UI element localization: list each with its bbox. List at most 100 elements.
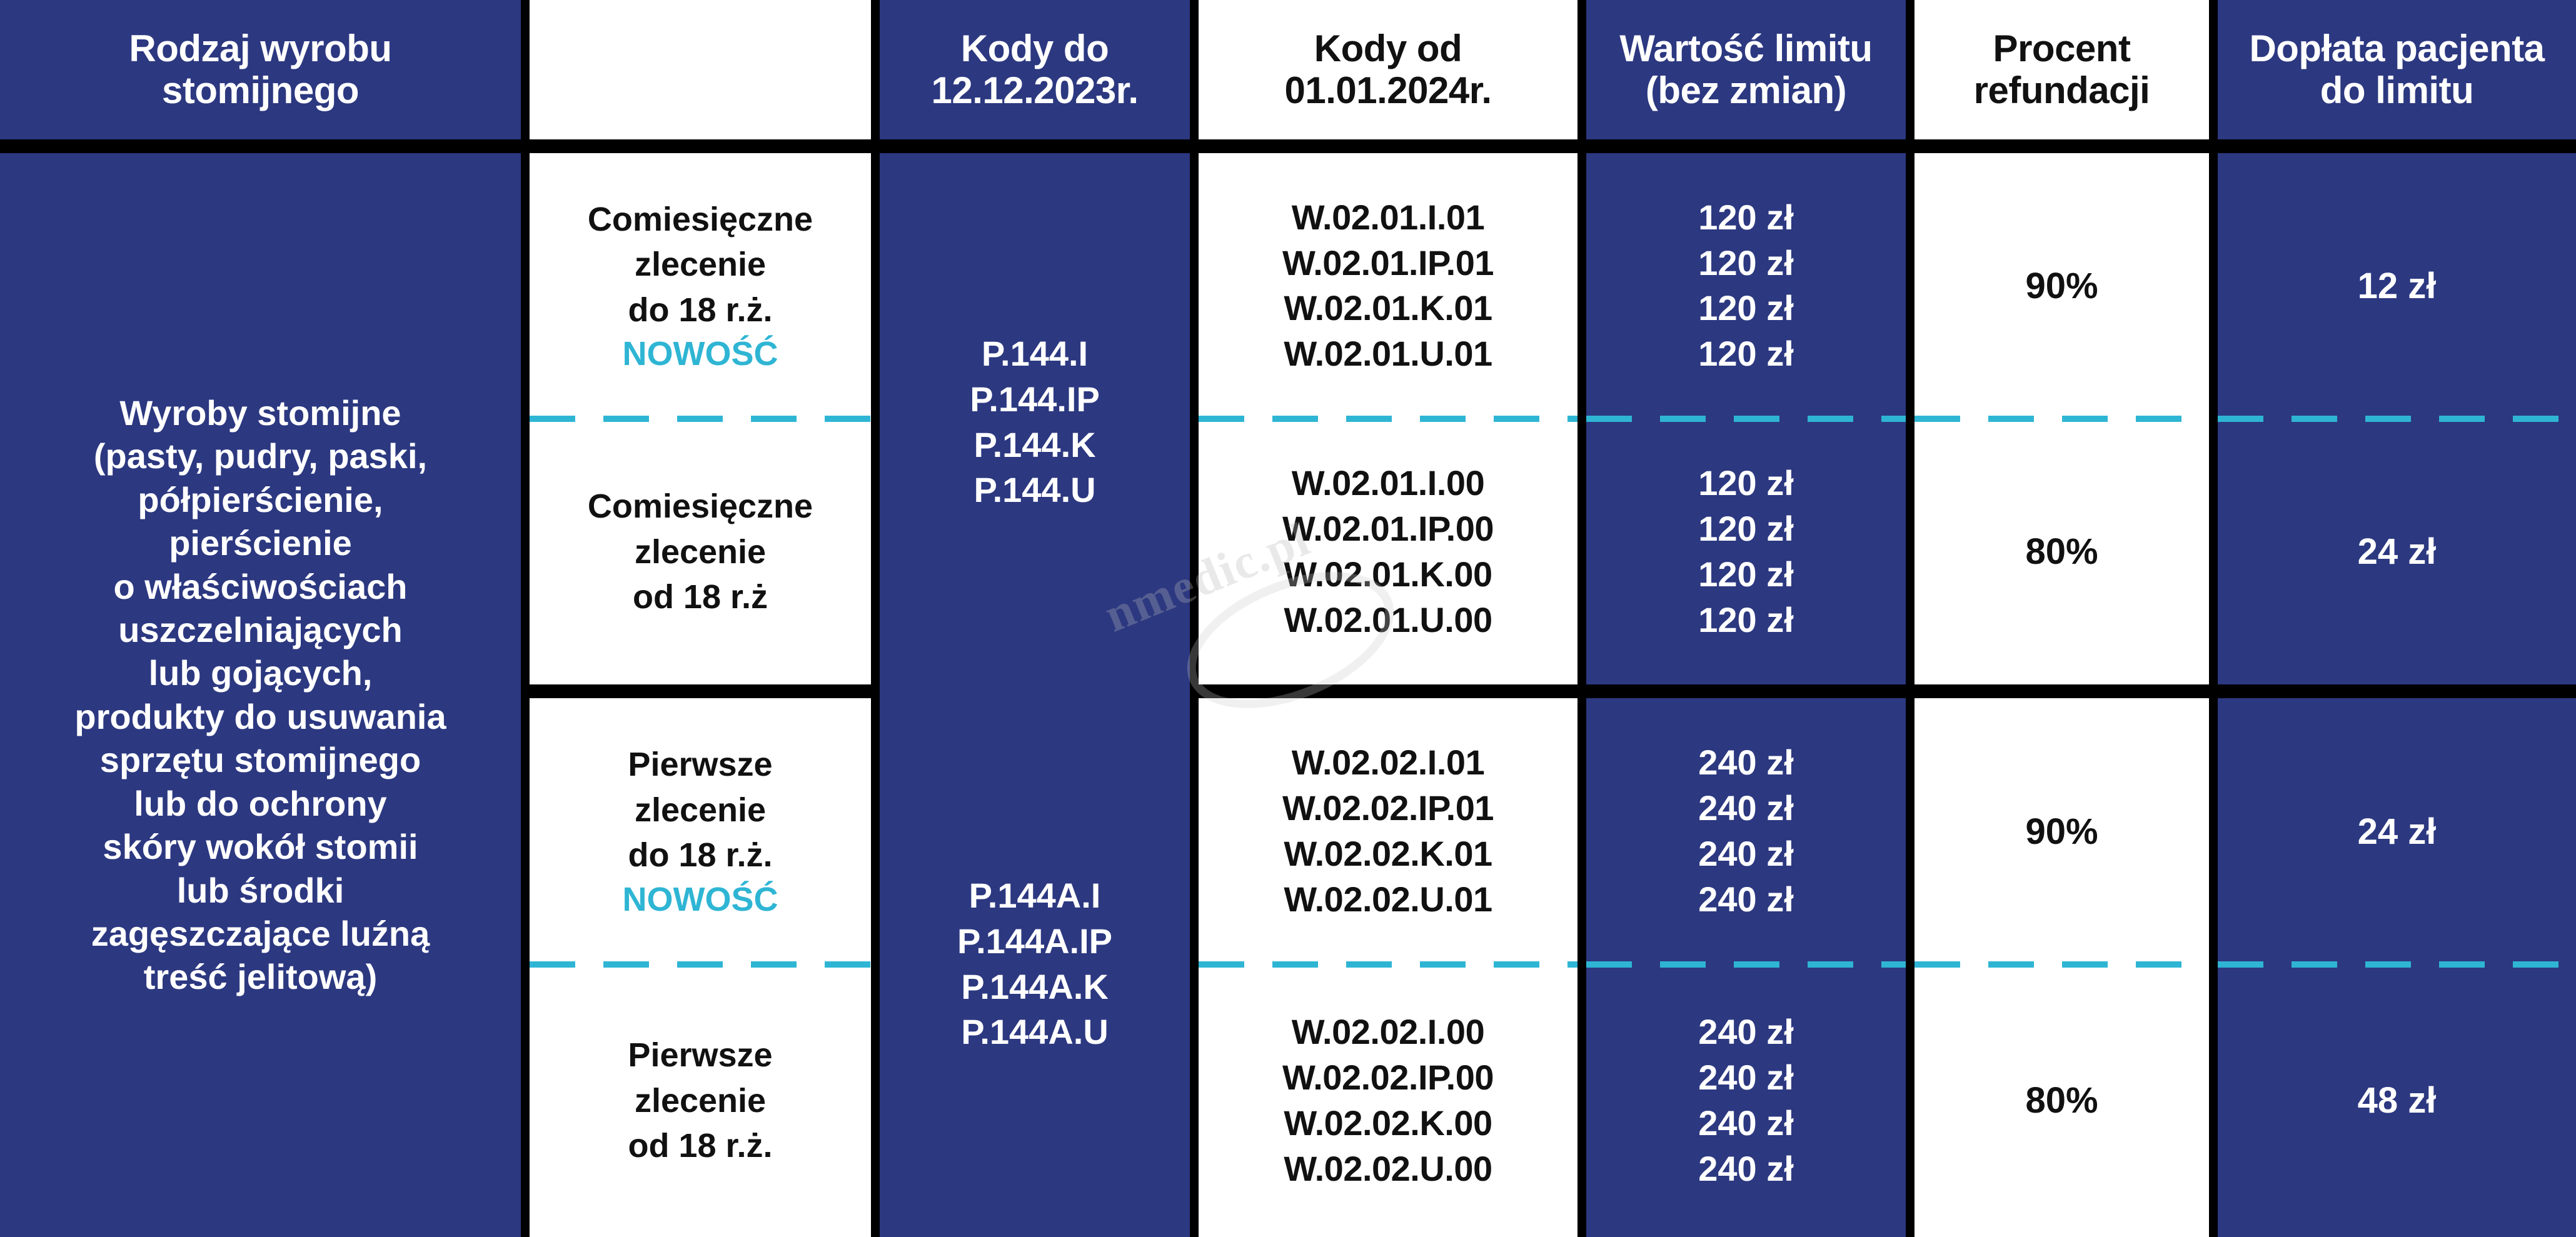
new-code: W.02.02.U.01	[1284, 879, 1492, 919]
order-line: do 18 r.ż.	[628, 836, 773, 874]
old-code: P.144A.K	[961, 966, 1109, 1006]
header-order-type	[525, 0, 880, 153]
new-code: W.02.01.IP.01	[1282, 243, 1494, 283]
header-codes-new: Kody od 01.01.2024r.	[1194, 0, 1586, 153]
header-product-type: Rodzaj wyrobu stomijnego	[0, 0, 530, 153]
limit-value: 240 zł	[1698, 788, 1794, 828]
order-line: Pierwsze	[628, 746, 773, 784]
header-line: Dopłata pacjenta	[2249, 28, 2545, 70]
cell-limit-value: 120 zł 120 zł 120 zł 120 zł	[1582, 146, 1914, 419]
order-line: do 18 r.ż.	[628, 291, 773, 329]
cell-patient-copay: 48 zł	[2213, 964, 2576, 1237]
limit-values-block: 120 zł 120 zł 120 zł 120 zł	[1586, 461, 1906, 643]
cell-product-description: Wyroby stomijne (pasty, pudry, paski, pó…	[0, 146, 530, 1237]
table-row: Pierwsze zlecenie od 18 r.ż. W.02.02.I.0…	[0, 964, 2576, 1237]
order-line: Pierwsze	[628, 1036, 773, 1074]
old-code: P.144A.IP	[957, 921, 1113, 961]
cell-old-codes: P.144A.I P.144A.IP P.144A.K P.144A.U	[875, 691, 1199, 1237]
old-code: P.144.I	[981, 333, 1089, 373]
cell-patient-copay: 24 zł	[2213, 691, 2576, 964]
order-type-block: Comiesięczne zlecenie od 18 r.ż	[530, 484, 871, 619]
old-code: P.144A.I	[969, 876, 1101, 916]
limit-value: 240 zł	[1698, 1103, 1794, 1143]
limit-value: 120 zł	[1698, 334, 1794, 374]
cell-order-type: Comiesięczne zlecenie do 18 r.ż. NOWOŚĆ	[525, 146, 880, 419]
header-limit-value: Wartość limitu (bez zmian)	[1582, 0, 1914, 153]
product-line: (pasty, pudry, paski,	[93, 436, 428, 476]
header-line: 12.12.2023r.	[931, 69, 1139, 112]
header-line: do limitu	[2320, 69, 2474, 112]
new-codes-block: W.02.01.I.00 W.02.01.IP.00 W.02.01.K.00 …	[1199, 461, 1577, 643]
table-header-row: Rodzaj wyrobu stomijnego Kody do 12.12.2…	[0, 0, 2576, 153]
header-patient-copay: Dopłata pacjenta do limitu	[2213, 0, 2576, 153]
product-line: o właściwościach	[113, 566, 408, 606]
new-code: W.02.02.I.00	[1291, 1012, 1485, 1052]
cell-new-codes: W.02.02.I.01 W.02.02.IP.01 W.02.02.K.01 …	[1194, 691, 1586, 964]
old-code: P.144A.U	[961, 1012, 1109, 1052]
new-code: W.02.01.IP.00	[1282, 508, 1494, 548]
limit-value: 120 zł	[1698, 554, 1794, 594]
header-line: refundacji	[1973, 69, 2150, 112]
order-line: Comiesięczne	[587, 488, 813, 526]
table-row: Pierwsze zlecenie do 18 r.ż. NOWOŚĆ P.14…	[0, 691, 2576, 1237]
cell-order-type: Comiesięczne zlecenie od 18 r.ż	[525, 419, 880, 699]
limit-value: 120 zł	[1698, 508, 1794, 548]
cell-limit-value: 240 zł 240 zł 240 zł 240 zł	[1582, 691, 1914, 964]
new-code: W.02.02.U.00	[1284, 1148, 1492, 1188]
order-type-block: Comiesięczne zlecenie do 18 r.ż. NOWOŚĆ	[530, 197, 871, 375]
order-type-block: Pierwsze zlecenie do 18 r.ż. NOWOŚĆ	[530, 742, 871, 920]
cell-patient-copay: 24 zł	[2213, 419, 2576, 699]
limit-value: 240 zł	[1698, 879, 1794, 919]
cell-patient-copay: 12 zł	[2213, 146, 2576, 419]
product-line: lub środki	[176, 870, 345, 910]
cell-refund-percent: 90%	[1910, 146, 2218, 419]
cell-new-codes: W.02.02.I.00 W.02.02.IP.00 W.02.02.K.00 …	[1194, 964, 1586, 1237]
header-refund-percent: Procent refundacji	[1910, 0, 2218, 153]
product-line: lub do ochrony	[134, 783, 387, 823]
refund-percent-value: 80%	[2025, 1080, 2098, 1121]
limit-values-block: 120 zł 120 zł 120 zł 120 zł	[1586, 195, 1906, 377]
cell-refund-percent: 80%	[1910, 964, 2218, 1237]
novelty-badge: NOWOŚĆ	[622, 880, 778, 918]
refund-percent-value: 80%	[2025, 531, 2098, 573]
product-line: półpierścienie,	[138, 479, 383, 519]
order-line: zlecenie	[634, 246, 767, 284]
limit-value: 240 zł	[1698, 743, 1794, 783]
new-code: W.02.02.K.01	[1284, 834, 1492, 874]
header-line: Rodzaj wyrobu	[129, 28, 392, 70]
new-code: W.02.02.IP.00	[1282, 1058, 1494, 1098]
old-codes-block: P.144A.I P.144A.IP P.144A.K P.144A.U	[880, 873, 1190, 1055]
patient-copay-value: 12 zł	[2357, 265, 2437, 306]
product-description-block: Wyroby stomijne (pasty, pudry, paski, pó…	[0, 391, 521, 999]
table-row: Wyroby stomijne (pasty, pudry, paski, pó…	[0, 146, 2576, 1237]
product-line: treść jelitową)	[143, 957, 378, 997]
product-line: zagęszczające luźną	[91, 914, 430, 954]
product-line: pierścienie	[169, 523, 352, 563]
new-code: W.02.02.I.01	[1291, 743, 1485, 783]
header-codes-old: Kody do 12.12.2023r.	[875, 0, 1199, 153]
new-code: W.02.01.U.00	[1284, 599, 1492, 639]
order-line: zlecenie	[634, 1081, 767, 1119]
order-line: Comiesięczne	[587, 200, 813, 238]
cell-old-codes: P.144.I P.144.IP P.144.K P.144.U	[875, 146, 1199, 692]
patient-copay-value: 24 zł	[2357, 811, 2437, 852]
limit-value: 120 zł	[1698, 463, 1794, 503]
cell-order-type: Pierwsze zlecenie do 18 r.ż. NOWOŚĆ	[525, 691, 880, 964]
limit-values-block: 240 zł 240 zł 240 zł 240 zł	[1586, 1009, 1906, 1191]
patient-copay-value: 48 zł	[2357, 1080, 2437, 1121]
order-line: od 18 r.ż	[632, 578, 768, 616]
cell-limit-value: 120 zł 120 zł 120 zł 120 zł	[1582, 419, 1914, 699]
limit-value: 120 zł	[1698, 599, 1794, 639]
old-code: P.144.K	[974, 424, 1096, 464]
new-code: W.02.01.I.00	[1291, 463, 1485, 503]
product-line: uszczelniających	[118, 609, 403, 649]
table-row: Comiesięczne zlecenie od 18 r.ż W.02.01.…	[0, 419, 2576, 699]
new-code: W.02.02.IP.01	[1282, 788, 1494, 828]
cell-new-codes: W.02.01.I.01 W.02.01.IP.01 W.02.01.K.01 …	[1194, 146, 1586, 419]
limit-value: 240 zł	[1698, 834, 1794, 874]
header-line: Procent	[1993, 28, 2131, 70]
new-codes-block: W.02.01.I.01 W.02.01.IP.01 W.02.01.K.01 …	[1199, 195, 1577, 377]
cell-refund-percent: 90%	[1910, 691, 2218, 964]
novelty-badge: NOWOŚĆ	[622, 334, 778, 373]
